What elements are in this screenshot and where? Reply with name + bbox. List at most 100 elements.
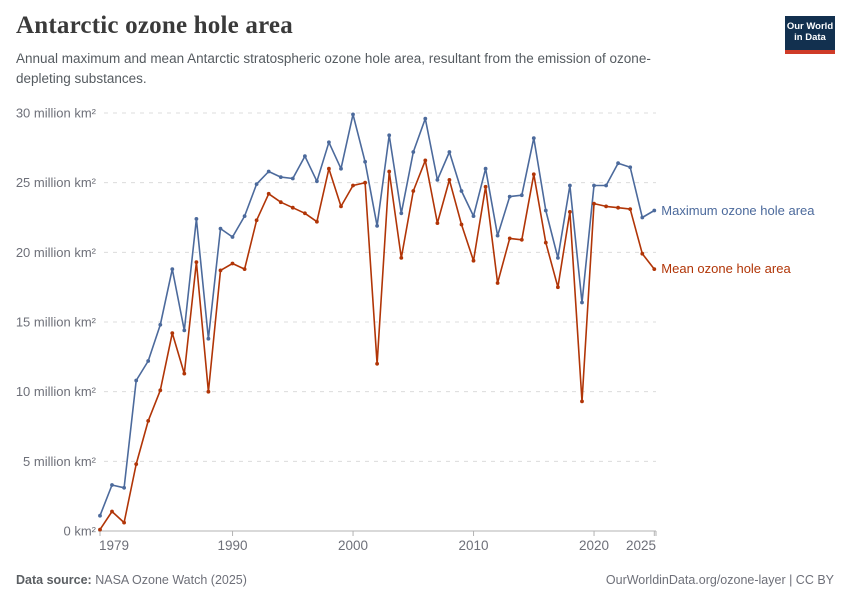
data-point-marker (339, 166, 343, 171)
data-point-marker (556, 285, 560, 290)
data-point-marker (146, 359, 151, 363)
data-point-marker (315, 219, 319, 224)
data-point-marker (206, 336, 211, 341)
data-point-marker (483, 184, 488, 189)
data-point-marker (146, 419, 151, 423)
data-point-marker (556, 256, 560, 260)
data-point-marker (254, 218, 259, 223)
data-point-marker (459, 222, 464, 227)
data-point-marker (640, 251, 645, 256)
data-point-marker (170, 267, 175, 271)
data-point-marker (580, 300, 584, 305)
x-axis-label: 2000 (338, 538, 368, 553)
data-point-marker (447, 178, 452, 182)
data-point-marker (628, 165, 633, 170)
y-axis-label: 0 km² (64, 524, 97, 539)
data-point-marker (604, 204, 608, 209)
data-point-marker (628, 207, 633, 212)
series-line-mean (99, 159, 656, 531)
data-point-marker (483, 166, 488, 171)
x-axis-label: 2010 (459, 538, 489, 553)
data-point-marker (230, 261, 235, 266)
data-point-marker (363, 180, 367, 185)
data-point-marker (411, 150, 416, 154)
license-note: OurWorldinData.org/ozone-layer | CC BY (605, 573, 834, 587)
data-point-marker (278, 200, 283, 205)
data-point-marker (351, 183, 355, 188)
data-point-marker (592, 183, 596, 188)
data-point-marker (110, 509, 114, 514)
data-point-marker (399, 256, 404, 260)
chart-footer: Data source: NASA Ozone Watch (2025) Our… (16, 573, 834, 587)
data-point-marker (435, 178, 440, 182)
data-point-marker (327, 140, 331, 145)
page-title: Antarctic ozone hole area (16, 12, 293, 39)
data-point-marker (110, 483, 114, 487)
data-point-marker (218, 226, 223, 231)
y-axis-label: 20 million km² (16, 245, 97, 260)
data-point-marker (580, 399, 584, 404)
data-point-marker (495, 233, 500, 238)
data-point-marker (652, 267, 657, 271)
data-point-marker (158, 322, 163, 327)
legend-label-mean: Mean ozone hole area (661, 261, 791, 277)
data-point-marker (387, 169, 392, 174)
data-point-marker (616, 161, 620, 166)
data-point-marker (375, 361, 379, 366)
data-point-marker (471, 214, 476, 219)
data-point-marker (519, 237, 524, 242)
data-point-marker (411, 189, 416, 193)
data-point-marker (266, 191, 271, 196)
data-point-marker (182, 371, 187, 376)
data-point-marker (652, 208, 657, 213)
data-point-marker (290, 205, 295, 210)
data-point-marker (604, 183, 608, 188)
data-point-marker (230, 235, 235, 239)
data-point-marker (254, 182, 259, 187)
data-point-marker (387, 133, 392, 138)
data-point-marker (206, 389, 211, 394)
data-point-marker (423, 158, 428, 163)
data-point-marker (507, 194, 512, 199)
data-point-marker (98, 513, 102, 518)
data-point-marker (616, 205, 620, 210)
data-point-marker (543, 240, 548, 245)
data-point-marker (170, 331, 175, 335)
data-point-marker (339, 204, 343, 209)
data-point-marker (303, 211, 307, 216)
owid-logo-line1: Our World (786, 21, 834, 33)
y-axis-label: 5 million km² (23, 454, 97, 469)
data-point-marker (194, 217, 199, 221)
x-axis-label: 2020 (579, 538, 609, 553)
data-point-marker (592, 201, 596, 206)
owid-logo-accent-bar (785, 50, 835, 54)
data-point-marker (242, 267, 247, 271)
data-point-marker (158, 388, 163, 393)
data-point-marker (519, 193, 524, 198)
data-point-marker (218, 268, 223, 273)
data-point-marker (327, 166, 331, 171)
x-axis-label: 1979 (99, 538, 129, 553)
data-point-marker (399, 211, 404, 216)
y-axis-label: 15 million km² (16, 315, 97, 330)
data-point-marker (459, 189, 464, 193)
data-point-marker (531, 136, 536, 141)
y-axis-label: 10 million km² (16, 384, 97, 399)
data-point-marker (435, 221, 440, 226)
data-point-marker (182, 328, 187, 333)
data-point-marker (568, 183, 572, 188)
page-subtitle: Annual maximum and mean Antarctic strato… (16, 51, 651, 86)
data-point-marker (447, 150, 452, 154)
data-point-marker (423, 116, 428, 121)
owid-logo: Our World in Data (785, 16, 835, 54)
data-point-marker (290, 176, 295, 181)
data-point-marker (495, 281, 500, 285)
data-point-marker (375, 224, 379, 228)
data-source: Data source: NASA Ozone Watch (2025) (16, 573, 247, 587)
data-point-marker (315, 179, 319, 184)
x-axis-label: 1990 (218, 538, 248, 553)
owid-logo-line2: in Data (794, 32, 826, 43)
data-point-marker (122, 520, 126, 525)
